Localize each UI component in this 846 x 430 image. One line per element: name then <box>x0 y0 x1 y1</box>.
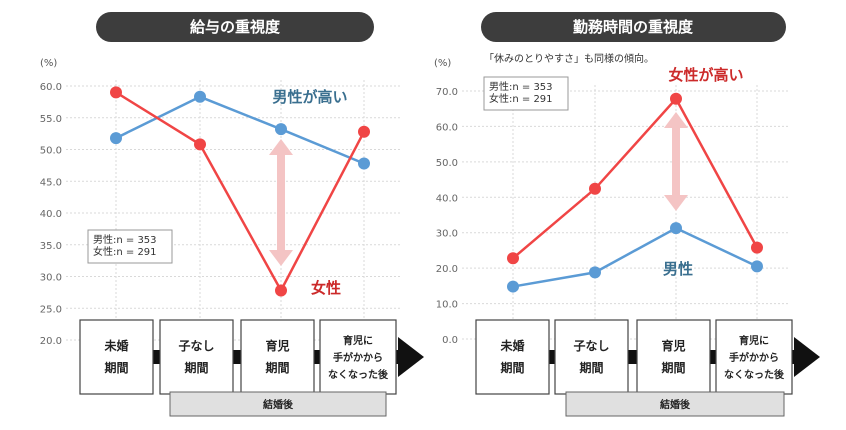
data-point-male <box>507 280 519 293</box>
stage-label: 未婚 <box>103 338 128 353</box>
y-tick-label: 25.0 <box>40 304 62 315</box>
data-point-female <box>275 284 287 297</box>
y-tick-label: 50.0 <box>40 146 62 157</box>
y-tick-label: 60.0 <box>436 122 458 133</box>
callout-female: 女性が高い <box>668 66 743 84</box>
series-line-male <box>512 226 758 288</box>
legend-entry: 女性:n = 291 <box>93 245 157 258</box>
y-tick-label: 40.0 <box>40 209 62 220</box>
stage-label: 手がかから <box>333 351 383 364</box>
chart-note: 「休みのとりやすさ」も同様の傾向。 <box>484 52 654 65</box>
stage-label: 期間 <box>579 360 603 375</box>
title-pill <box>481 12 786 42</box>
series-line-male <box>115 95 365 165</box>
series-line-female <box>115 91 366 294</box>
data-point-male <box>670 222 682 235</box>
stage-label: 育児に <box>739 334 769 347</box>
stage-label: 子なし <box>573 339 609 353</box>
stage-label: 手がかから <box>729 351 779 364</box>
difference-arrow-down <box>269 250 293 266</box>
stage-box <box>636 319 711 395</box>
stage-arrow-head <box>398 337 424 377</box>
y-axis-unit: (%) <box>40 58 57 69</box>
y-axis-unit: (%) <box>434 58 451 69</box>
y-tick-label: 35.0 <box>40 241 62 252</box>
post-marriage-label: 結婚後 <box>660 398 691 411</box>
y-tick-label: 70.0 <box>436 87 458 98</box>
stage-label: 育児に <box>343 334 373 347</box>
callout-female: 女性 <box>311 279 341 297</box>
stage-box <box>240 319 315 395</box>
difference-arrow-up <box>269 139 293 155</box>
y-tick-label: 20.0 <box>436 264 458 275</box>
data-point-female <box>751 241 763 254</box>
stage-label: なくなった後 <box>328 368 389 381</box>
y-tick-label: 60.0 <box>40 82 62 93</box>
data-point-female <box>507 252 519 265</box>
stage-box <box>159 319 234 395</box>
data-point-male <box>751 260 763 273</box>
y-tick-label: 50.0 <box>436 158 458 169</box>
y-tick-label: 10.0 <box>436 300 458 311</box>
y-tick-label: 0.0 <box>442 335 458 346</box>
stage-label: 期間 <box>661 360 685 375</box>
post-marriage-box <box>169 391 387 417</box>
data-point-female <box>110 86 122 99</box>
y-tick-label: 55.0 <box>40 114 62 125</box>
legend-entry: 男性:n = 353 <box>93 233 157 246</box>
chart-panel-2: 勤務時間の重視度「休みのとりやすさ」も同様の傾向。 (%) 70.0 60.0 50.0… <box>434 12 820 417</box>
stage-label: 期間 <box>104 360 128 375</box>
chart-title: 勤務時間の重視度 <box>573 18 694 36</box>
callout-male: 男性 <box>663 260 693 278</box>
stage-label: 未婚 <box>499 338 524 353</box>
y-tick-label: 40.0 <box>436 193 458 204</box>
data-point-female <box>194 138 206 151</box>
y-tick-label: 30.0 <box>436 229 458 240</box>
stage-label: 期間 <box>265 360 289 375</box>
stage-label: 育児 <box>661 338 685 353</box>
data-point-male <box>358 157 370 170</box>
legend-box <box>87 229 173 264</box>
chart-title: 給与の重視度 <box>190 18 281 36</box>
y-tick-label: 20.0 <box>40 336 62 347</box>
difference-arrow-up <box>664 112 688 128</box>
data-point-male <box>275 123 287 136</box>
stage-label: 子なし <box>178 339 214 353</box>
difference-arrow-down <box>664 195 688 211</box>
data-point-male <box>194 90 206 103</box>
title-pill <box>96 12 374 42</box>
stage-label: 期間 <box>184 360 208 375</box>
stage-label: なくなった後 <box>724 368 785 381</box>
data-point-female <box>589 182 601 195</box>
data-point-female <box>670 92 682 105</box>
legend-entry: 女性:n = 291 <box>489 92 553 105</box>
data-point-male <box>110 132 122 145</box>
legend-entry: 男性:n = 353 <box>489 80 553 93</box>
stage-box <box>554 319 629 395</box>
data-point-male <box>589 266 601 279</box>
stage-box <box>715 319 793 395</box>
stage-arrow-head <box>794 337 820 377</box>
legend-box <box>483 76 569 111</box>
post-marriage-box <box>565 391 785 417</box>
series-line-female <box>512 96 759 260</box>
callout-male: 男性が高い <box>272 88 347 106</box>
data-point-female <box>358 125 370 138</box>
y-tick-label: 30.0 <box>40 273 62 284</box>
post-marriage-label: 結婚後 <box>263 398 294 411</box>
difference-arrow-shaft <box>277 153 285 252</box>
stage-box <box>475 319 550 395</box>
stage-label: 育児 <box>265 338 289 353</box>
chart-panel-1: 給与の重視度 (%) 60.0 55.0 50.0 45.0 40.0 35.0 30.0 25.… <box>40 12 424 417</box>
stage-box <box>79 319 154 395</box>
stage-label: 期間 <box>500 360 524 375</box>
y-tick-label: 45.0 <box>40 177 62 188</box>
difference-arrow-shaft <box>672 126 680 197</box>
